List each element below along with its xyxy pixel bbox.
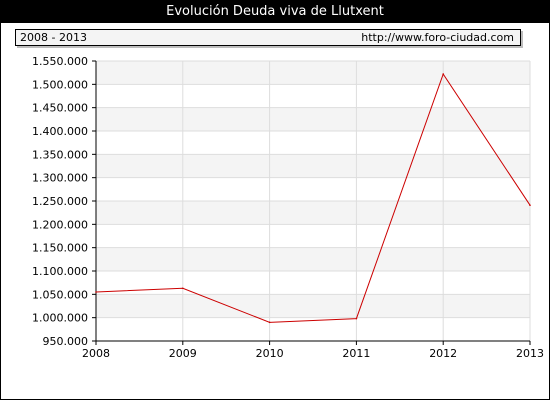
data-point <box>268 321 271 324</box>
grid-band <box>96 154 530 178</box>
source-url: http://www.foro-ciudad.com <box>361 31 514 44</box>
grid-band <box>96 294 530 318</box>
y-tick-label: 1.400.000 <box>32 125 88 138</box>
grid-band <box>96 201 530 225</box>
data-point <box>442 73 445 75</box>
y-tick-label: 1.550.000 <box>32 55 88 68</box>
data-point <box>529 204 531 206</box>
period-label: 2008 - 2013 <box>20 31 87 44</box>
series-line <box>95 72 531 323</box>
y-tick-label: 1.450.000 <box>32 102 88 115</box>
y-tick-label: 1.100.000 <box>32 265 88 278</box>
y-tick-label: 1.150.000 <box>32 242 88 255</box>
grid-band <box>96 107 530 131</box>
info-bar: 2008 - 2013 http://www.foro-ciudad.com <box>15 29 521 46</box>
y-tick-label: 1.350.000 <box>32 148 88 161</box>
data-point <box>355 317 358 320</box>
y-tick-label: 1.050.000 <box>32 288 88 301</box>
x-tick-label: 2010 <box>256 347 284 360</box>
data-point <box>182 287 184 290</box>
grid-band <box>96 61 530 85</box>
x-tick-label: 2012 <box>429 347 457 360</box>
x-tick-label: 2011 <box>342 347 370 360</box>
y-tick-label: 1.000.000 <box>32 312 88 325</box>
y-tick-label: 1.500.000 <box>32 78 88 91</box>
grid-band <box>96 247 530 271</box>
x-tick-label: 2009 <box>169 347 197 360</box>
y-tick-label: 1.300.000 <box>32 172 88 185</box>
x-tick-label: 2013 <box>516 347 544 360</box>
chart-title: Evolución Deuda viva de Llutxent <box>1 1 549 23</box>
y-tick-label: 1.250.000 <box>32 195 88 208</box>
y-tick-label: 950.000 <box>43 335 89 348</box>
y-tick-label: 1.200.000 <box>32 218 88 231</box>
data-point <box>95 291 97 293</box>
x-tick-label: 2008 <box>82 347 110 360</box>
